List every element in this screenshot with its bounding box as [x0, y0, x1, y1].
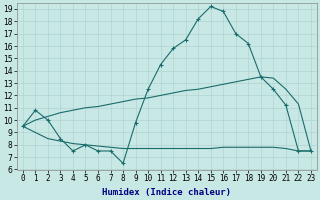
X-axis label: Humidex (Indice chaleur): Humidex (Indice chaleur) [102, 188, 231, 197]
